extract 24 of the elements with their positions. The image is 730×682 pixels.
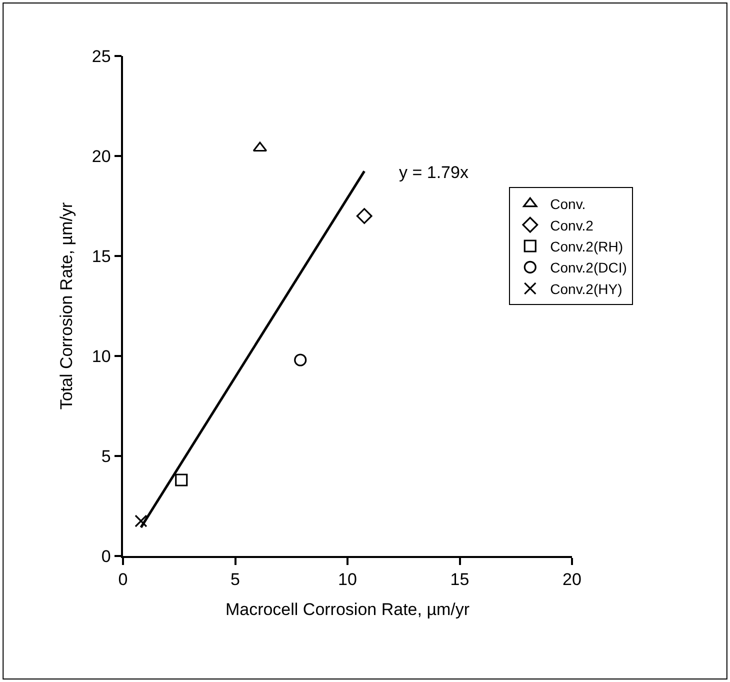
- x-tick-label: 15: [450, 570, 470, 590]
- x-tick-label: 10: [338, 570, 357, 590]
- annotation: y = 1.79x: [399, 163, 469, 182]
- legend-label: Conv.2: [550, 217, 594, 234]
- legend-label: Conv.: [550, 196, 586, 212]
- y-tick-label: 25: [92, 46, 111, 66]
- y-tick-label: 5: [101, 446, 111, 466]
- y-tick-label: 10: [92, 346, 111, 366]
- x-axis-title: Macrocell Corrosion Rate, µm/yr: [225, 600, 470, 620]
- y-tick-label: 20: [92, 146, 111, 166]
- legend-label: Conv.2(RH): [550, 238, 624, 254]
- point: [356, 208, 372, 224]
- legend-label: Conv.2(DCI): [550, 260, 627, 276]
- point: [294, 354, 307, 366]
- y-tick-label: 0: [101, 546, 111, 566]
- y-axis-title: Total Corrosion Rate, µm/yr: [56, 202, 76, 410]
- x-tick-label: 0: [118, 570, 128, 590]
- x-tick-label: 20: [562, 570, 582, 590]
- point: [252, 142, 268, 152]
- y-tick-label: 15: [92, 246, 111, 266]
- point: [175, 474, 188, 486]
- point: [134, 514, 148, 528]
- x-tick-label: 5: [230, 570, 240, 590]
- legend-label: Conv.2(HY): [550, 280, 622, 297]
